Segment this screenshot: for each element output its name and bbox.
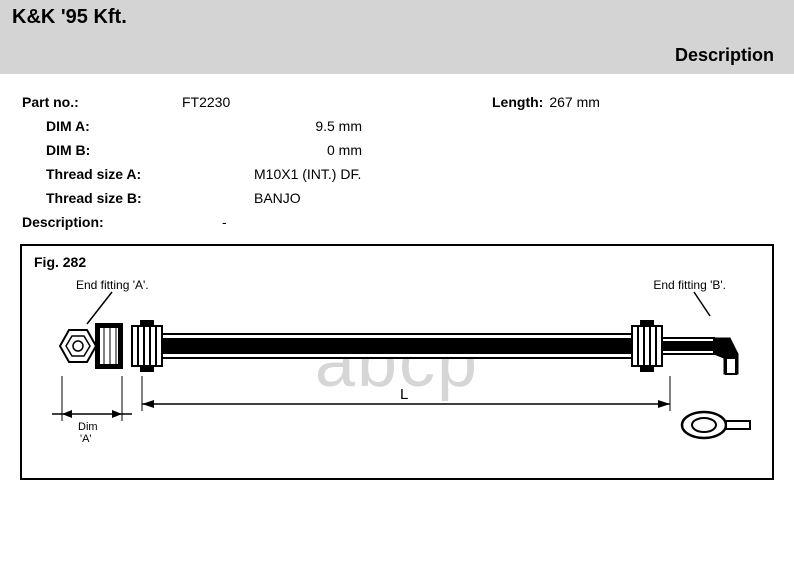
dim-a-text2: 'A': [80, 433, 92, 445]
length-marker: L: [142, 376, 670, 411]
company-title: K&K '95 Kft.: [12, 6, 782, 29]
part-no-label: Part no.:: [22, 94, 182, 110]
spec-row-threadb: Thread size B: BANJO: [22, 190, 772, 206]
dim-a-label: DIM A:: [22, 118, 182, 134]
spec-row-dima: DIM A: 9.5 mm: [22, 118, 772, 134]
figure-box: Fig. 282 End fitting 'A'. End fitting 'B…: [20, 244, 774, 480]
spec-row-description: Description: -: [22, 214, 772, 230]
spec-row-threada: Thread size A: M10X1 (INT.) DF.: [22, 166, 772, 182]
crimp-b-icon: [632, 320, 662, 372]
description-label: Description:: [22, 214, 182, 230]
length-marker-text: L: [400, 386, 408, 403]
thread-a-value: M10X1 (INT.) DF.: [182, 166, 382, 182]
dim-b-label: DIM B:: [22, 142, 182, 158]
dim-b-value: 0 mm: [182, 142, 362, 158]
thread-a-label: Thread size A:: [22, 166, 182, 182]
description-value: -: [222, 214, 227, 230]
fitting-b-icon: [662, 338, 738, 374]
spec-row-partno: Part no.: FT2230 Length: 267 mm: [22, 94, 772, 110]
length-label: Length:: [492, 94, 543, 110]
length-value: 267 mm: [549, 94, 600, 110]
length-group: Length: 267 mm: [492, 94, 600, 110]
thread-b-label: Thread size B:: [22, 190, 182, 206]
dim-a-text1: Dim: [78, 421, 98, 433]
dim-a-value: 9.5 mm: [182, 118, 362, 134]
part-diagram: Dim 'A' L: [22, 246, 772, 478]
spec-row-dimb: DIM B: 0 mm: [22, 142, 772, 158]
thread-b-value: BANJO: [182, 190, 382, 206]
header-subtitle: Description: [675, 45, 774, 66]
banjo-ring-icon: [682, 412, 750, 438]
specs-table: Part no.: FT2230 Length: 267 mm DIM A: 9…: [0, 74, 794, 236]
crimp-a-icon: [132, 320, 162, 372]
header: K&K '95 Kft. Description: [0, 0, 794, 74]
part-no-value: FT2230: [182, 94, 382, 110]
fitting-a-icon: [60, 330, 96, 362]
dim-a-marker: Dim 'A': [52, 376, 132, 445]
